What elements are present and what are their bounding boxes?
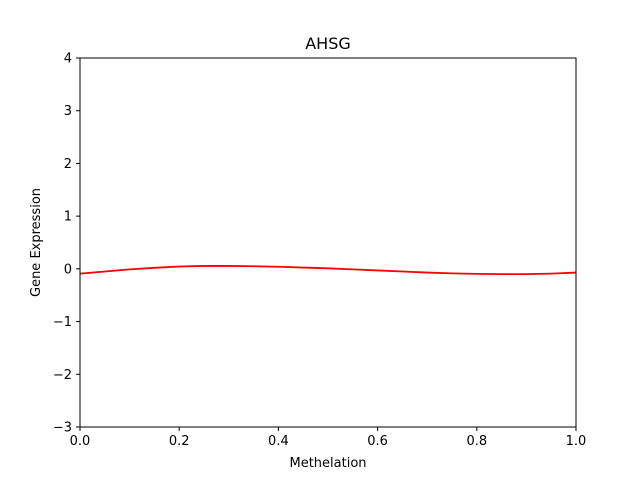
x-tick-label: 0.2	[169, 434, 190, 449]
series-line	[79, 265, 577, 276]
y-tick-label: 4	[64, 52, 72, 67]
y-tick-label: 0	[64, 262, 72, 277]
series-layer	[79, 265, 577, 276]
x-tick-label: 0.8	[466, 434, 487, 449]
x-axis-title: Methelation	[289, 456, 366, 471]
x-tick-label: 1.0	[566, 434, 587, 449]
y-tick-label: 2	[64, 157, 72, 172]
chart-title: AHSG	[305, 34, 351, 53]
y-tick-label: −3	[53, 421, 72, 436]
x-axis-ticks: 0.0 0.2 0.4 0.6 0.8 1.0	[70, 427, 587, 449]
x-tick-label: 0.4	[268, 434, 289, 449]
x-tick-label: 0.0	[70, 434, 91, 449]
y-axis-ticks: −3 −2 −1 0 1 2 3 4	[53, 52, 80, 436]
plot-frame	[79, 57, 577, 428]
y-tick-label: 1	[64, 210, 72, 225]
y-tick-label: −2	[53, 368, 72, 383]
x-tick-label: 0.6	[367, 434, 388, 449]
y-axis-title: Gene Expression	[29, 188, 44, 297]
y-tick-label: −1	[53, 315, 72, 330]
y-tick-label: 3	[64, 104, 72, 119]
